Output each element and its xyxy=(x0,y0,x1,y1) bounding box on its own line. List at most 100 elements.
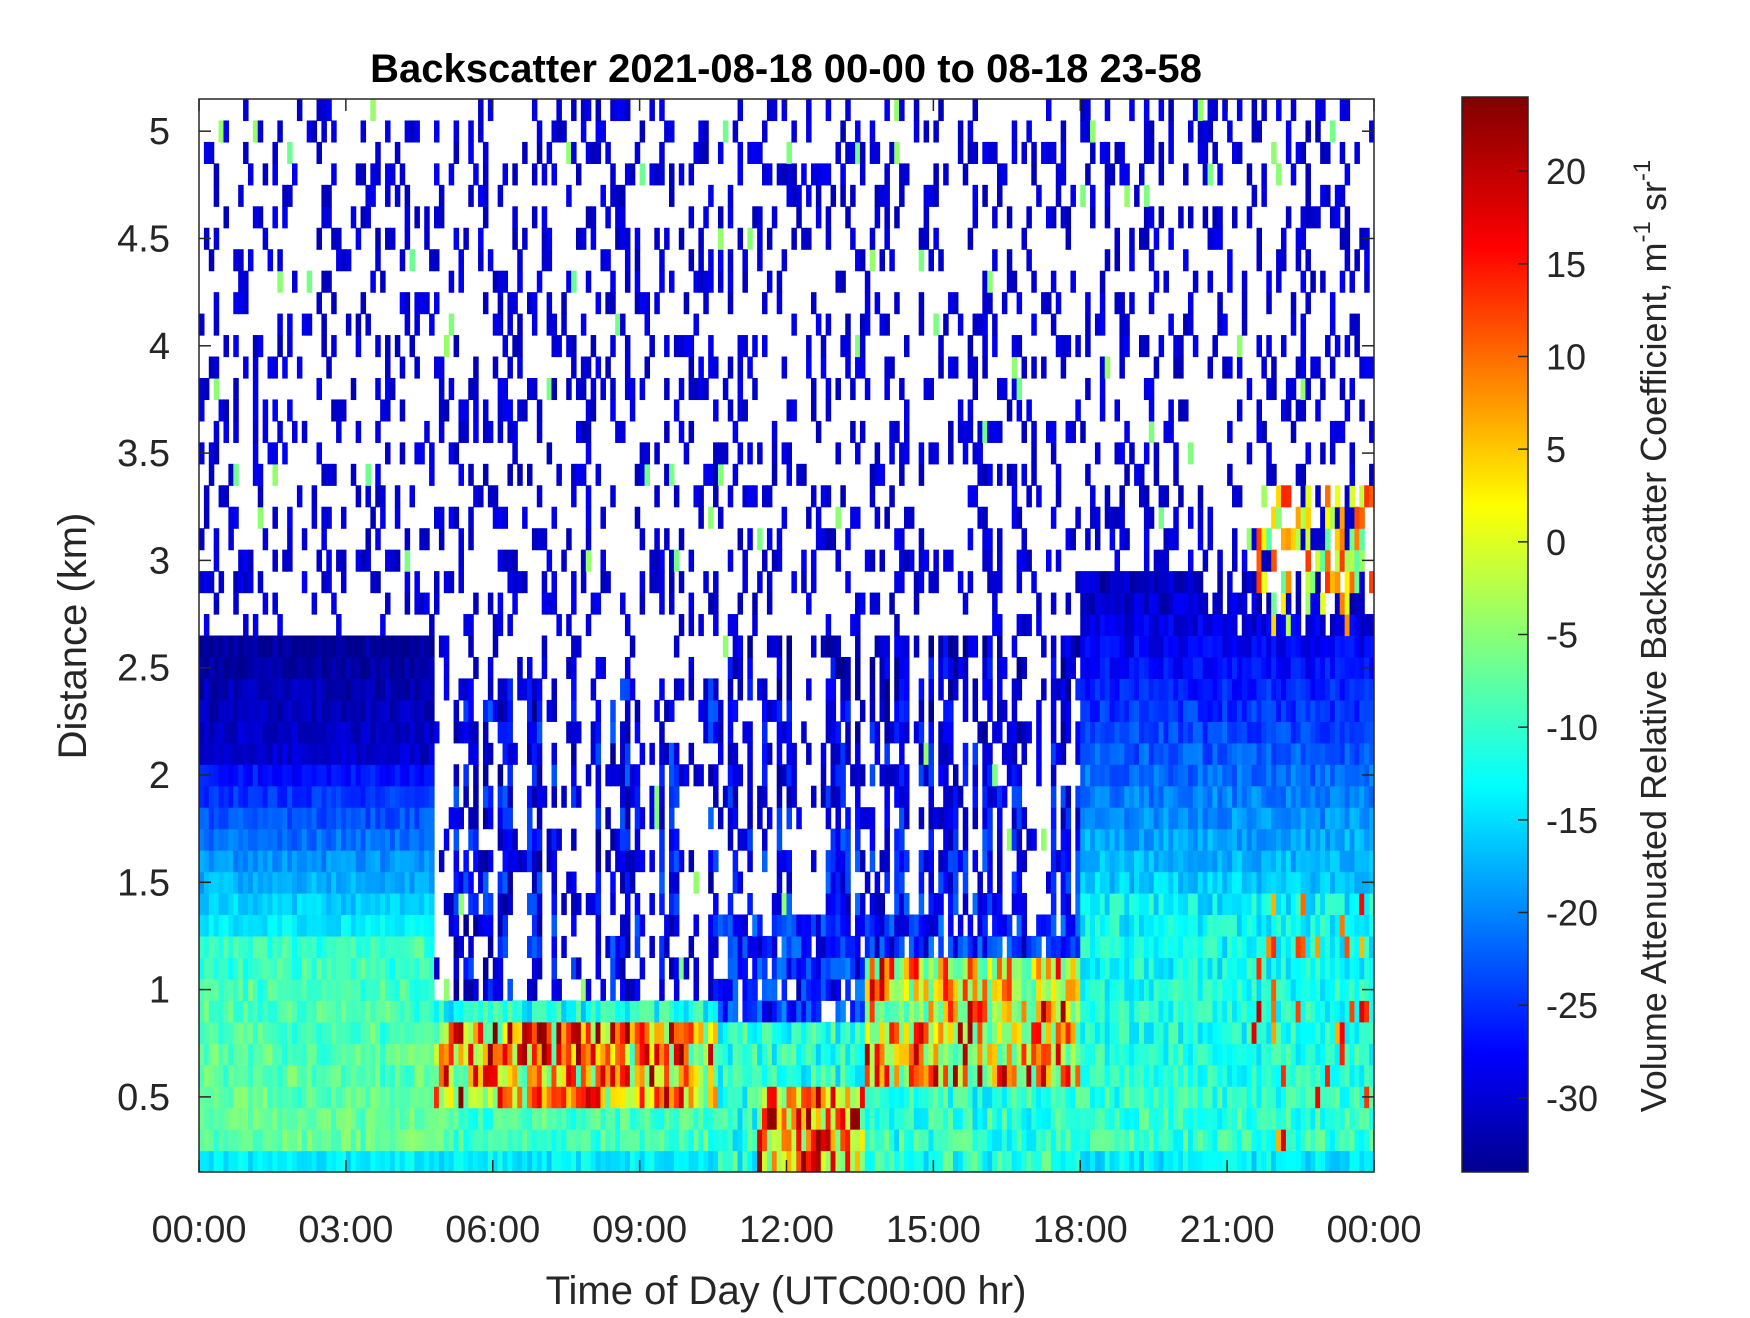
heatmap-cell xyxy=(331,593,337,615)
heatmap-cell xyxy=(356,979,362,1001)
heatmap-cell xyxy=(968,1022,974,1044)
heatmap-cell xyxy=(928,657,934,679)
heatmap-cell xyxy=(532,1086,538,1108)
heatmap-cell xyxy=(728,914,734,936)
heatmap-cell xyxy=(223,1022,229,1044)
heatmap-cell xyxy=(1017,764,1023,786)
heatmap-cell xyxy=(600,1086,606,1108)
heatmap-cell xyxy=(542,657,548,679)
heatmap-cell xyxy=(1115,1022,1121,1044)
heatmap-cell xyxy=(527,743,533,765)
heatmap-cell xyxy=(439,528,445,550)
heatmap-cell xyxy=(708,1065,714,1087)
heatmap-cell xyxy=(488,1022,494,1044)
heatmap-cell xyxy=(272,442,278,464)
heatmap-cell xyxy=(596,1043,602,1065)
heatmap-cell xyxy=(380,1151,386,1173)
heatmap-cell xyxy=(473,764,479,786)
heatmap-cell xyxy=(307,721,313,743)
heatmap-cell xyxy=(248,807,254,829)
heatmap-cell xyxy=(228,979,234,1001)
heatmap-cell xyxy=(395,1065,401,1087)
heatmap-cell xyxy=(346,1022,352,1044)
heatmap-cell xyxy=(821,163,827,185)
heatmap-cell xyxy=(1119,657,1125,679)
heatmap-cell xyxy=(674,829,680,851)
heatmap-cell xyxy=(708,593,714,615)
heatmap-cell xyxy=(390,914,396,936)
heatmap-cell xyxy=(326,979,332,1001)
heatmap-cell xyxy=(449,271,455,293)
heatmap-cell xyxy=(738,1043,744,1065)
heatmap-cell xyxy=(483,1043,489,1065)
heatmap-cell xyxy=(723,1129,729,1151)
heatmap-cell xyxy=(272,893,278,915)
heatmap-cell xyxy=(258,743,264,765)
heatmap-cell xyxy=(336,807,342,829)
heatmap-cell xyxy=(591,1043,597,1065)
heatmap-cell xyxy=(1100,786,1106,808)
heatmap-cell xyxy=(449,378,455,400)
heatmap-cell xyxy=(272,850,278,872)
heatmap-cell xyxy=(341,1022,347,1044)
heatmap-cell xyxy=(698,1043,704,1065)
heatmap-cell xyxy=(223,872,229,894)
heatmap-cell xyxy=(1017,1086,1023,1108)
heatmap-cell xyxy=(757,1022,763,1044)
heatmap-cell xyxy=(483,764,489,786)
heatmap-cell xyxy=(654,163,660,185)
heatmap-cell xyxy=(326,786,332,808)
heatmap-cell xyxy=(840,185,846,207)
heatmap-cell xyxy=(840,1022,846,1044)
heatmap-cell xyxy=(860,593,866,615)
heatmap-cell xyxy=(791,1000,797,1022)
heatmap-cell xyxy=(679,528,685,550)
heatmap-cell xyxy=(938,657,944,679)
heatmap-cell xyxy=(439,1022,445,1044)
heatmap-cell xyxy=(571,1043,577,1065)
heatmap-cell xyxy=(297,1108,303,1130)
heatmap-cell xyxy=(478,249,484,271)
heatmap-cell xyxy=(1031,1108,1037,1130)
heatmap-cell xyxy=(899,99,905,121)
heatmap-cell xyxy=(1100,957,1106,979)
heatmap-cell xyxy=(591,206,597,228)
heatmap-cell xyxy=(1100,678,1106,700)
heatmap-cell xyxy=(1070,185,1076,207)
heatmap-cell xyxy=(772,1043,778,1065)
heatmap-cell xyxy=(899,700,905,722)
heatmap-cell xyxy=(1080,936,1086,958)
heatmap-cell xyxy=(693,142,699,164)
heatmap-cell xyxy=(297,1129,303,1151)
heatmap-cell xyxy=(1070,914,1076,936)
heatmap-cell xyxy=(884,1129,890,1151)
heatmap-cell xyxy=(547,850,553,872)
heatmap-cell xyxy=(478,185,484,207)
heatmap-cell xyxy=(380,936,386,958)
heatmap-cell xyxy=(782,979,788,1001)
heatmap-cell xyxy=(850,1065,856,1087)
heatmap-cell xyxy=(1066,807,1072,829)
heatmap-cell xyxy=(958,399,964,421)
heatmap-cell xyxy=(507,829,513,851)
heatmap-cell xyxy=(698,1000,704,1022)
heatmap-cell xyxy=(517,314,523,336)
heatmap-cell xyxy=(870,1108,876,1130)
heatmap-cell xyxy=(973,185,979,207)
heatmap-cell xyxy=(532,872,538,894)
heatmap-cell xyxy=(444,1000,450,1022)
heatmap-cell xyxy=(326,957,332,979)
heatmap-cell xyxy=(336,786,342,808)
heatmap-cell xyxy=(478,1000,484,1022)
heatmap-cell xyxy=(875,1129,881,1151)
heatmap-cell xyxy=(1105,507,1111,529)
heatmap-cell xyxy=(1066,850,1072,872)
heatmap-cell xyxy=(987,1000,993,1022)
heatmap-cell xyxy=(547,1065,553,1087)
heatmap-cell xyxy=(968,1151,974,1173)
heatmap-cell xyxy=(258,786,264,808)
heatmap-cell xyxy=(938,1129,944,1151)
heatmap-cell xyxy=(958,1065,964,1087)
heatmap-cell xyxy=(669,1043,675,1065)
heatmap-cell xyxy=(615,421,621,443)
